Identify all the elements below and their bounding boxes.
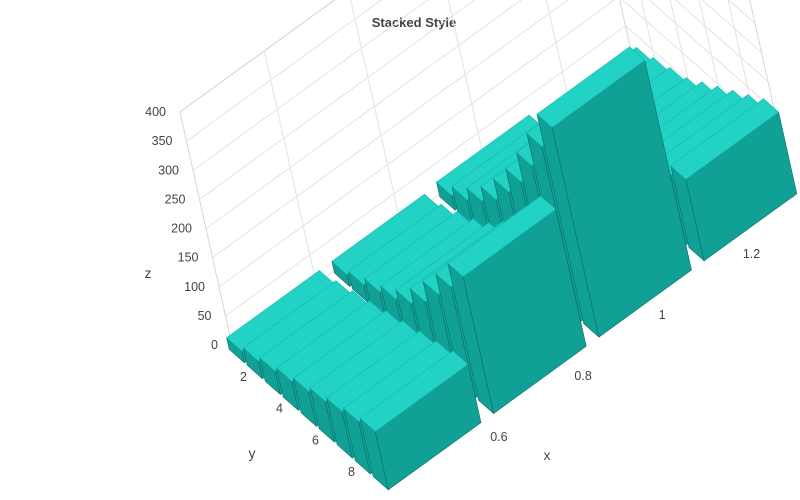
chart-title: Stacked Style	[372, 15, 457, 30]
z-tick-label-0: 0	[211, 338, 218, 352]
z-gridline-5	[199, 0, 762, 200]
y-tick-label-1: 4	[276, 402, 283, 416]
z-tick-label-1: 50	[198, 309, 212, 323]
z-gridline-7	[186, 0, 382, 142]
y-tick-label-2: 6	[312, 433, 319, 447]
z-gridline-4	[205, 0, 769, 229]
bar-3-8	[670, 98, 798, 262]
z-tick-label-5: 250	[165, 192, 186, 206]
y-tick-label-0: 2	[240, 370, 247, 384]
x-gridline-2	[448, 0, 486, 162]
bar-top-face	[536, 46, 646, 128]
ticks-layer: 0 50 100 150 200 250 300 350 400 2 4 6 8 0.6 0.8 1 1.2	[145, 105, 760, 479]
x-tick-label-2: 1	[659, 308, 666, 322]
z-tick-label-6: 300	[158, 163, 179, 177]
bar-top-face	[447, 195, 557, 277]
z-tick-label-3: 150	[178, 251, 199, 265]
x-tick-label-0: 0.6	[490, 430, 507, 444]
bar-top-face	[359, 350, 469, 432]
z-gridline-2	[218, 0, 782, 288]
bar-0-8	[359, 350, 482, 491]
bar-1-8	[447, 195, 587, 415]
x-axis-title: x	[544, 447, 551, 463]
y-gridline-1	[669, 0, 696, 111]
x-gridline-1	[350, 0, 401, 224]
bars-layer	[226, 46, 798, 491]
box-edge-1	[619, 0, 633, 56]
y-axis-title: y	[249, 445, 256, 461]
x-gridline-3	[545, 0, 570, 101]
box-edge-3	[179, 0, 336, 113]
z-tick-label-4: 200	[171, 222, 192, 236]
z-axis-title: z	[145, 265, 152, 281]
box-edge-0	[179, 111, 233, 346]
x-tick-label-3: 1.2	[743, 247, 760, 261]
x-tick-label-1: 0.8	[574, 369, 591, 383]
z-tick-label-7: 350	[152, 134, 173, 148]
bar-2-8	[536, 46, 692, 338]
z-tick-label-8: 400	[145, 105, 166, 119]
z-gridline-3	[212, 0, 775, 259]
bar-top-face	[670, 98, 780, 180]
z-tick-label-2: 100	[184, 280, 205, 294]
y-tick-label-3: 8	[348, 465, 355, 479]
y-gridline-0	[640, 0, 660, 79]
z-gridline-6	[192, 0, 756, 171]
x-gridline-0	[263, 50, 317, 285]
